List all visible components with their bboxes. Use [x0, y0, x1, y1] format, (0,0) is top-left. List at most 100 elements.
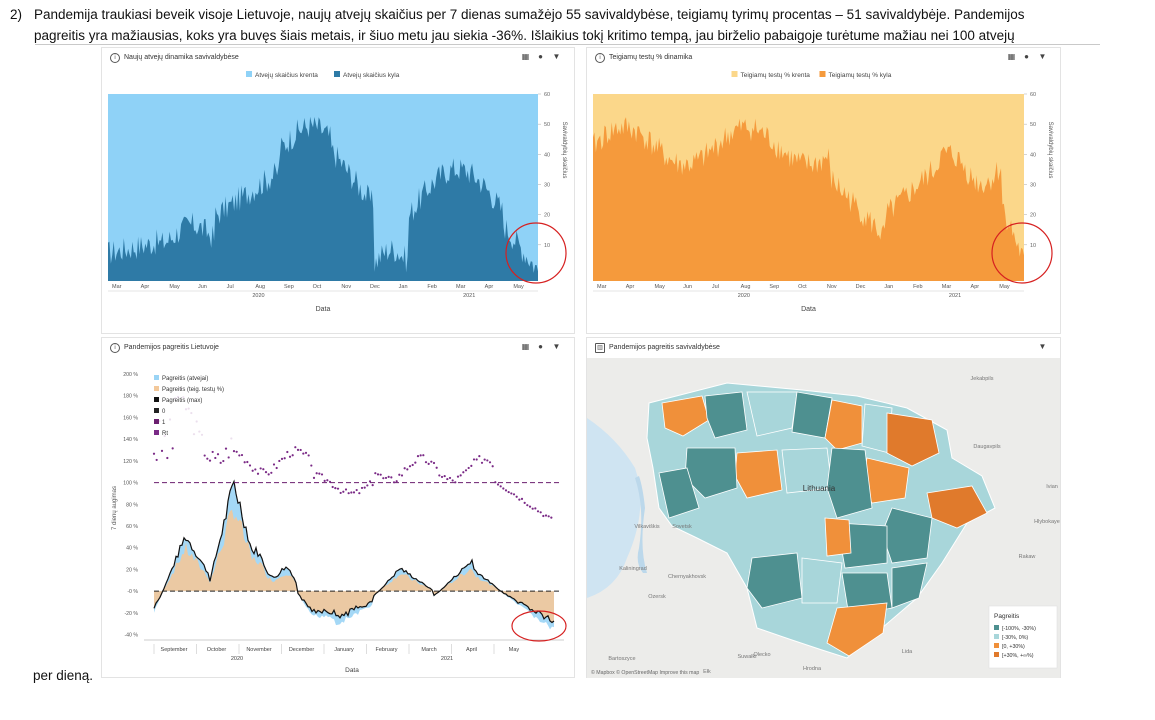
municipality-region — [881, 507, 933, 564]
month-label: September — [161, 647, 188, 653]
municipality-region — [886, 412, 940, 467]
y-tick-label: 160 % — [123, 415, 138, 421]
month-label: December — [289, 647, 315, 653]
rt-point — [462, 471, 465, 474]
filter-icon[interactable]: ▼ — [1038, 52, 1047, 61]
municipality-region — [826, 602, 888, 657]
info-icon[interactable]: ● — [538, 342, 543, 351]
rt-point — [480, 461, 484, 464]
info-icon[interactable]: i — [110, 343, 120, 353]
rt-point — [344, 488, 348, 491]
info-icon[interactable]: ● — [538, 52, 543, 61]
series-positive-area — [154, 509, 554, 623]
legend: Pagreitis (atvejai) Pagreitis (teig. test… — [150, 372, 250, 444]
legend-label: Rt — [162, 431, 168, 437]
legend-label: [+30%, +∞%) — [1002, 653, 1034, 659]
rt-point — [334, 487, 337, 490]
country-label: Lithuania — [803, 484, 836, 493]
positive-tests-panel: i Teigiamų testų % dinamika ▦ ● ▼ Teigia… — [586, 47, 1061, 334]
filter-icon[interactable]: ▼ — [552, 52, 561, 61]
rt-point — [422, 454, 425, 457]
rt-point — [155, 458, 158, 462]
month-label: May — [509, 647, 520, 653]
place-label: Vilkaviškis — [634, 524, 660, 530]
paragraph-line-2: pagreitis yra mažiausias, koks yra buvęs… — [34, 28, 1015, 43]
curonian-lagoon — [635, 476, 647, 573]
rt-point — [536, 510, 540, 513]
map-view[interactable]: Lithuania Jekabpils Daugavpils Kaliningrad C… — [587, 358, 1060, 678]
info-icon[interactable]: i — [110, 53, 120, 63]
panel-header: i Teigiamų testų % dinamika ▦ ● ▼ — [587, 48, 1060, 68]
rt-point — [435, 466, 438, 469]
y-tick-label: -40 % — [124, 633, 138, 639]
rt-point — [400, 474, 404, 477]
filter-icon[interactable]: ▼ — [552, 342, 561, 351]
rt-point — [411, 463, 414, 467]
legend-label: [-100%, -30%) — [1002, 626, 1036, 632]
rt-point — [208, 459, 212, 462]
municipality-region — [891, 562, 928, 609]
rt-point — [350, 491, 353, 494]
y-tick-label: 140 % — [123, 437, 138, 443]
rt-point — [539, 511, 542, 514]
place-label: Lida — [902, 649, 913, 655]
positive-tests-chart: Teigiamų testų % krenta Teigiamų testų % … — [593, 68, 1053, 313]
y-tick-label: 20 — [544, 213, 550, 219]
legend-swatch — [154, 375, 159, 380]
rt-point — [328, 480, 332, 483]
baltic-sea — [587, 418, 641, 598]
table-view-icon[interactable]: ▦ — [521, 52, 530, 61]
y-tick-label: 30 — [1030, 182, 1036, 188]
rt-point — [262, 468, 265, 471]
rt-point — [550, 516, 553, 519]
year-label: 2021 — [463, 293, 475, 299]
rt-point — [526, 504, 529, 507]
cases-dynamics-panel: i Naujų atvejų dinamika savivaldybėse ▦ … — [101, 47, 575, 334]
rt-point — [339, 491, 342, 495]
rt-point — [459, 474, 462, 477]
rt-point — [272, 463, 276, 466]
acceleration-panel: i Pandemijos pagreitis Lietuvoje ▦ ● ▼ 2… — [101, 337, 575, 678]
rt-point — [534, 507, 537, 510]
rt-point — [280, 457, 284, 460]
highlight-circle — [505, 222, 567, 284]
month-label: Jun — [198, 284, 207, 290]
month-label: Sep — [284, 284, 294, 290]
rt-point — [371, 484, 374, 487]
info-icon[interactable]: ● — [1024, 52, 1029, 61]
rt-point — [446, 477, 449, 481]
y-tick-label: 60 — [1030, 92, 1036, 98]
info-icon[interactable]: i — [595, 53, 605, 63]
month-label: January — [334, 647, 354, 653]
rt-point — [499, 485, 502, 488]
rt-point — [288, 455, 292, 458]
rt-point — [486, 459, 489, 462]
month-label: May — [169, 284, 180, 290]
rt-point — [296, 448, 300, 451]
rt-point — [267, 473, 270, 476]
month-label: Sep — [769, 284, 779, 290]
place-label: Hrodna — [803, 666, 822, 672]
rt-point — [152, 452, 156, 455]
legend-label: 0 — [162, 409, 166, 415]
y-axis-label: Savivaldybių skaičius — [561, 122, 567, 179]
rt-point — [467, 466, 470, 470]
rt-point — [427, 462, 430, 465]
legend-box — [988, 605, 1058, 669]
legend-label: Pagreitis (atvejai) — [162, 376, 208, 382]
month-label: October — [207, 647, 227, 653]
y-tick-label: 60 % — [126, 524, 138, 530]
rt-point — [406, 468, 409, 471]
y-tick-label: 20 — [1030, 213, 1036, 219]
year-label: 2021 — [949, 293, 961, 299]
filter-icon[interactable]: ▼ — [1038, 342, 1047, 351]
y-tick-label: 30 — [544, 182, 550, 188]
rt-point — [387, 475, 390, 478]
table-view-icon[interactable]: ▦ — [521, 342, 530, 351]
map-icon[interactable]: ▥ — [595, 343, 605, 353]
month-label: Apr — [485, 284, 494, 290]
table-view-icon[interactable]: ▦ — [1007, 52, 1016, 61]
legend-swatch-falling — [731, 71, 738, 77]
rt-point — [224, 447, 228, 450]
month-label: Jan — [884, 284, 893, 290]
